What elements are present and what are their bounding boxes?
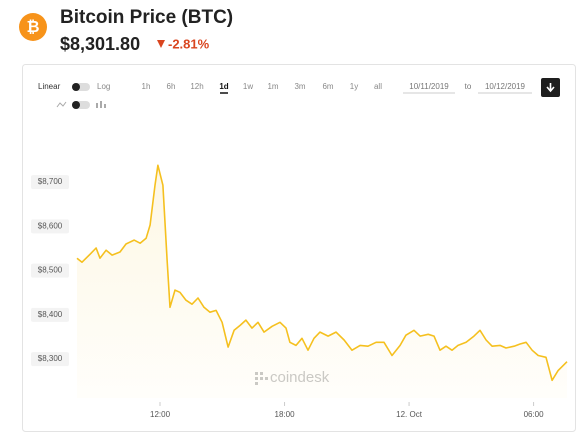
x-tick-label: 12:00 [150,410,171,419]
range-button[interactable]: 6m [322,82,333,91]
change: -2.81% [168,36,210,51]
candle-icon [96,101,106,108]
toggle-knob [72,83,80,91]
range-button[interactable]: 1d [219,82,228,91]
log-label: Log [97,82,110,91]
range-button[interactable]: 1w [243,82,253,91]
y-tick-label: $8,700 [38,177,63,186]
bitcoin-symbol: ₿ [26,18,39,36]
date-to[interactable]: 10/12/2019 [485,82,526,91]
y-tick-label: $8,500 [38,266,63,275]
price: $8,301.80 [60,34,140,54]
range-button[interactable]: 12h [190,82,203,91]
type-toggle[interactable] [72,101,90,109]
y-tick-box [31,175,69,190]
price-area [77,165,567,398]
y-tick-label: $8,400 [38,310,63,319]
linear-label: Linear [38,82,61,91]
range-button[interactable]: 1h [142,82,151,91]
x-tick-label: 12. Oct [396,410,423,419]
range-button[interactable]: 3m [294,82,305,91]
toggle-knob [72,101,80,109]
y-tick-box [31,352,69,367]
date-from[interactable]: 10/11/2019 [409,82,449,91]
y-tick-label: $8,600 [38,221,63,230]
down-arrow [157,40,165,48]
price-line [76,164,568,382]
x-tick-label: 18:00 [275,410,296,419]
y-tick-box [31,263,69,278]
y-tick-box [31,307,69,322]
range-buttons: 1h 6h 12h 1d 1w 1m 3m 6m 1y all [142,82,382,94]
range-button[interactable]: 6h [167,82,176,91]
x-tick-label: 06:00 [524,410,545,419]
bitcoin-icon [19,13,47,41]
title: Bitcoin Price (BTC) [60,7,233,28]
to-label: to [465,82,472,91]
scale-toggle[interactable] [72,83,90,91]
range-button[interactable]: all [374,82,382,91]
range-button[interactable]: 1y [350,82,358,91]
y-tick-label: $8,300 [38,354,63,363]
plot: $8,300 $8,400 $8,500 $8,600 $8,700 12:00 18:00… [31,164,568,419]
download-icon [546,83,555,93]
range-button[interactable]: 1m [267,82,278,91]
line-icon [56,101,67,108]
y-tick-box [31,219,69,234]
